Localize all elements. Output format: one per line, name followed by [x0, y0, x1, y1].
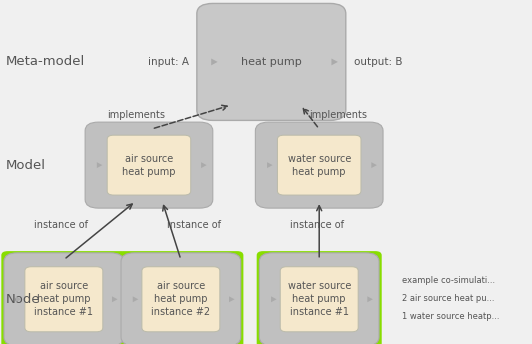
Text: heat pump: heat pump [241, 57, 302, 67]
Text: 1 water source heatp...: 1 water source heatp... [402, 312, 499, 321]
FancyBboxPatch shape [25, 267, 103, 332]
FancyBboxPatch shape [280, 267, 358, 332]
Text: implements: implements [309, 110, 367, 120]
FancyBboxPatch shape [121, 253, 240, 344]
Polygon shape [97, 162, 102, 168]
Polygon shape [371, 162, 377, 168]
FancyBboxPatch shape [107, 135, 190, 195]
Text: output: B: output: B [354, 57, 402, 67]
Text: instance of: instance of [34, 220, 88, 230]
Text: input: A: input: A [148, 57, 189, 67]
Text: Model: Model [5, 159, 45, 172]
FancyBboxPatch shape [119, 251, 244, 344]
Text: 2 air source heat pu...: 2 air source heat pu... [402, 294, 494, 303]
FancyBboxPatch shape [4, 253, 123, 344]
Text: Node: Node [5, 293, 40, 306]
Polygon shape [367, 296, 373, 302]
Polygon shape [211, 58, 218, 65]
Text: instance of: instance of [289, 220, 344, 230]
FancyBboxPatch shape [256, 251, 381, 344]
FancyBboxPatch shape [85, 122, 213, 208]
Polygon shape [331, 58, 338, 65]
Text: water source
heat pump: water source heat pump [287, 154, 351, 176]
Polygon shape [16, 296, 21, 302]
Polygon shape [271, 296, 277, 302]
Text: air source
heat pump
instance #1: air source heat pump instance #1 [35, 281, 93, 317]
FancyBboxPatch shape [2, 251, 127, 344]
Text: air source
heat pump: air source heat pump [122, 154, 176, 176]
Polygon shape [267, 162, 272, 168]
FancyBboxPatch shape [255, 122, 383, 208]
Text: implements: implements [106, 110, 165, 120]
Text: example co-simulati...: example co-simulati... [402, 276, 495, 285]
FancyBboxPatch shape [278, 135, 361, 195]
Polygon shape [229, 296, 235, 302]
FancyBboxPatch shape [259, 253, 379, 344]
Polygon shape [112, 296, 118, 302]
Text: instance of: instance of [167, 220, 221, 230]
Text: water source
heat pump
instance #1: water source heat pump instance #1 [287, 281, 351, 317]
Text: Meta-model: Meta-model [5, 55, 85, 68]
FancyBboxPatch shape [142, 267, 220, 332]
Polygon shape [201, 162, 206, 168]
Text: air source
heat pump
instance #2: air source heat pump instance #2 [151, 281, 211, 317]
Polygon shape [133, 296, 138, 302]
FancyBboxPatch shape [197, 3, 346, 120]
